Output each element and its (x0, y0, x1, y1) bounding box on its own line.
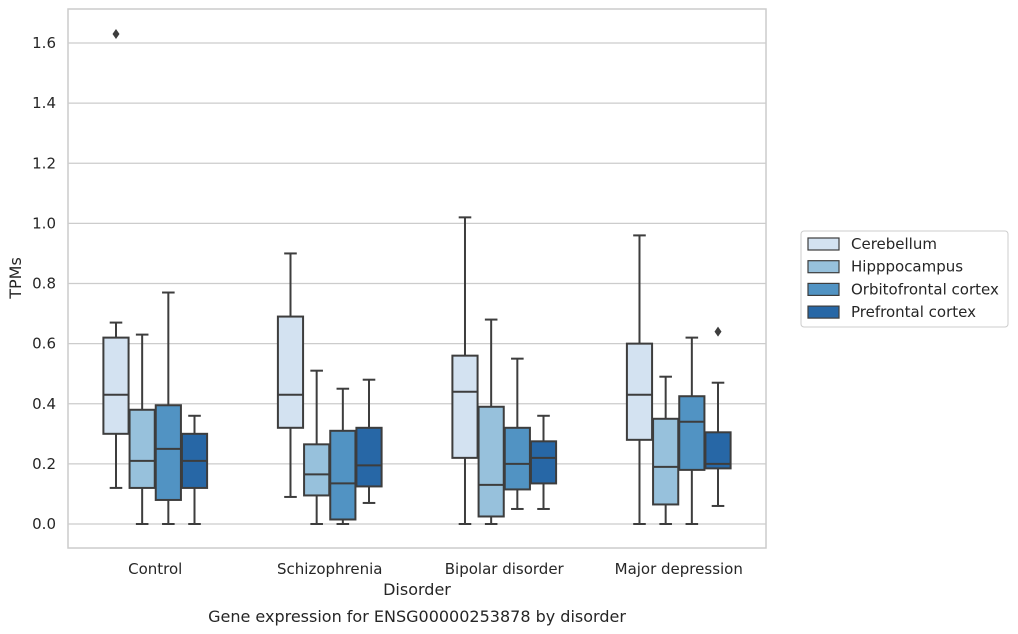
legend-item: Cerebellum (807, 235, 937, 253)
legend-item: Orbitofrontal cortex (807, 280, 999, 298)
box-0-0 (102, 28, 130, 489)
x-tick-labels: Control Schizophrenia Bipolar disorder Majo… (128, 560, 743, 578)
legend-swatch (807, 237, 840, 251)
box (678, 395, 706, 471)
y-tick-label: 1.2 (32, 154, 56, 172)
legend: Cerebellum Hipppocampus Orbitofrontal cort… (800, 230, 1009, 328)
legend-label: Orbitofrontal cortex (851, 280, 999, 298)
x-tick-label: Control (128, 560, 182, 578)
box (128, 408, 156, 489)
box-2-3 (529, 414, 558, 510)
box-1-2 (329, 387, 357, 525)
box-2-0 (451, 216, 479, 525)
legend-item: Hipppocampus (807, 258, 963, 276)
y-axis-title: TPMs (6, 257, 25, 300)
y-tick-label: 1.4 (32, 94, 56, 112)
y-tick-label: 0.4 (32, 395, 56, 413)
y-tick-label: 0.8 (32, 275, 56, 293)
y-tick-label: 1.0 (32, 214, 56, 232)
legend-swatch (807, 282, 840, 296)
box-1-1 (303, 369, 331, 525)
legend-item: Prefrontal cortex (807, 303, 976, 321)
x-tick-label: Schizophrenia (277, 560, 382, 578)
legend-label: Hipppocampus (851, 258, 963, 276)
box (529, 440, 558, 485)
chart-caption: Gene expression for ENSG00000253878 by d… (208, 607, 626, 626)
box (477, 405, 505, 518)
x-tick-label: Major depression (615, 560, 743, 578)
x-axis-title: Disorder (383, 580, 451, 599)
box-3-2 (678, 336, 706, 525)
box (625, 342, 654, 441)
box (329, 429, 357, 521)
box (451, 354, 479, 459)
plot-frame (67, 8, 767, 549)
box-3-0 (625, 234, 654, 525)
outlier-point (714, 326, 722, 337)
box (303, 443, 331, 497)
box-2-1 (477, 318, 505, 525)
box-1-0 (276, 252, 305, 498)
box (704, 431, 732, 470)
box-groups (102, 28, 732, 525)
legend-label: Prefrontal cortex (851, 303, 976, 321)
box (503, 426, 531, 491)
box (355, 426, 383, 488)
legend-label: Cerebellum (851, 235, 937, 253)
box (154, 404, 182, 501)
y-tick-label: 0.2 (32, 455, 56, 473)
box-0-1 (128, 333, 156, 525)
x-tick-label: Bipolar disorder (445, 560, 565, 578)
box-2-2 (503, 357, 531, 510)
legend-frame (800, 230, 1009, 328)
box (276, 315, 305, 429)
y-tick-label: 1.6 (32, 34, 56, 52)
box-0-2 (154, 291, 182, 525)
box-0-3 (180, 414, 209, 525)
box-3-3 (704, 326, 732, 507)
y-tick-labels: 0.0 0.2 0.4 0.6 0.8 1.0 1.2 1.4 1.6 (32, 34, 56, 533)
box (102, 336, 130, 435)
legend-swatch (807, 260, 840, 274)
y-tick-label: 0.6 (32, 335, 56, 353)
box-3-1 (652, 375, 680, 525)
outlier-point (112, 28, 120, 39)
legend-items: Cerebellum Hipppocampus Orbitofrontal cort… (807, 235, 999, 321)
box-1-3 (355, 378, 383, 504)
box (652, 417, 680, 506)
legend-swatch (807, 305, 840, 319)
y-tick-label: 0.0 (32, 515, 56, 533)
